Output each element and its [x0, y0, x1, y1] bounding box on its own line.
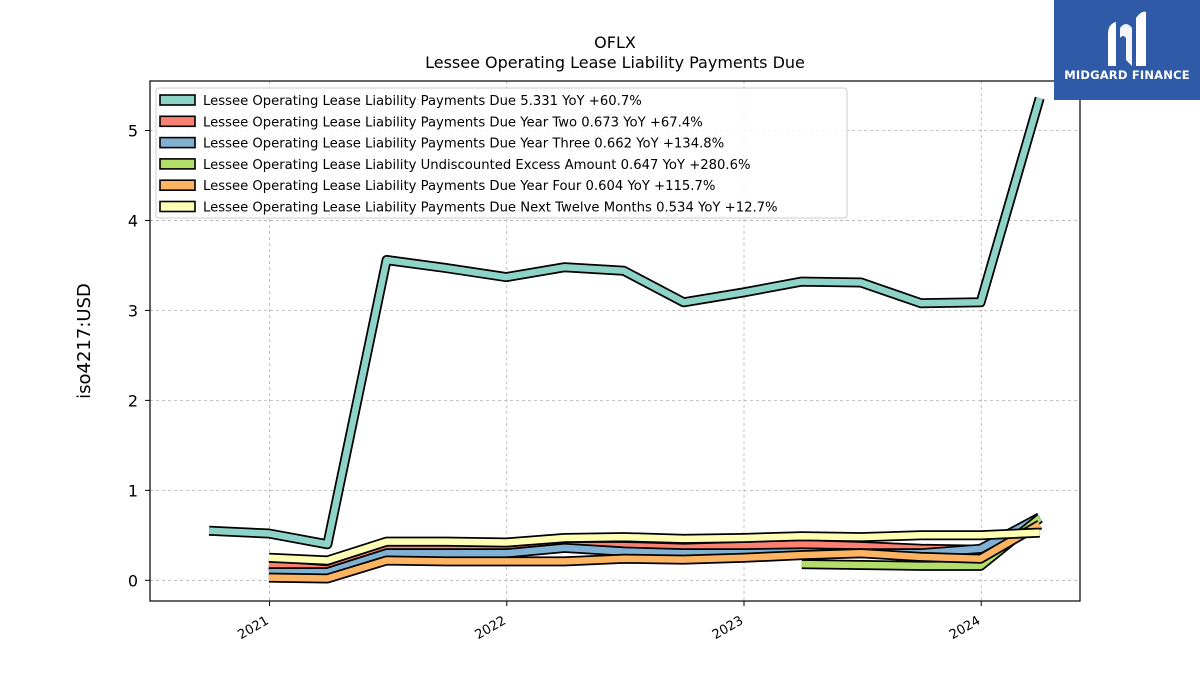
legend-label: Lessee Operating Lease Liability Undisco…	[203, 158, 751, 173]
legend-label: Lessee Operating Lease Liability Payment…	[203, 115, 703, 130]
y-axis: 0 1 2 3 4 5	[128, 121, 150, 590]
series-line-5	[268, 520, 1043, 584]
legend-swatch	[159, 94, 196, 106]
y-tick-label: 5	[128, 121, 138, 140]
legend-label: Lessee Operating Lease Liability Payment…	[203, 137, 724, 152]
legend-swatch	[159, 136, 196, 149]
legend-label: Lessee Operating Lease Liability Payment…	[203, 94, 642, 109]
x-axis: 2021 2022 2023 2024	[235, 601, 983, 643]
legend-label: Lessee Operating Lease Liability Payment…	[203, 201, 778, 216]
legend-box	[155, 87, 848, 219]
x-tick-label: 2024	[947, 613, 983, 643]
logo: MIDGARD FINANCE	[1054, 0, 1200, 100]
chart-subtitle: Lessee Operating Lease Liability Payment…	[425, 53, 805, 72]
series-line-6	[268, 527, 1040, 566]
legend: Lessee Operating Lease Liability Payment…	[155, 87, 848, 219]
series-group	[208, 96, 1045, 584]
legend-swatch	[159, 158, 196, 170]
x-tick-label: 2021	[235, 613, 271, 643]
x-tick-label: 2023	[710, 613, 746, 643]
legend-label: Lessee Operating Lease Liability Payment…	[203, 179, 715, 194]
series-line-1	[208, 96, 1045, 550]
legend-swatch	[159, 115, 196, 128]
y-tick-label: 0	[128, 571, 138, 590]
y-tick-label: 2	[128, 391, 138, 410]
y-tick-label: 4	[128, 211, 138, 230]
legend-swatch	[159, 200, 196, 213]
x-tick-label: 2022	[473, 613, 509, 643]
y-tick-label: 1	[128, 481, 138, 500]
midgard-logo-icon	[1108, 11, 1146, 67]
plot-frame	[149, 80, 1081, 602]
series-stroke	[268, 521, 1042, 582]
chart-title: OFLX	[594, 33, 636, 52]
logo-text: MIDGARD FINANCE	[1064, 68, 1190, 82]
series-stroke	[268, 529, 1040, 564]
legend-swatch	[159, 179, 196, 191]
series-stroke	[208, 97, 1043, 548]
y-tick-label: 3	[128, 301, 138, 320]
y-axis-label: iso4217:USD	[74, 283, 95, 399]
